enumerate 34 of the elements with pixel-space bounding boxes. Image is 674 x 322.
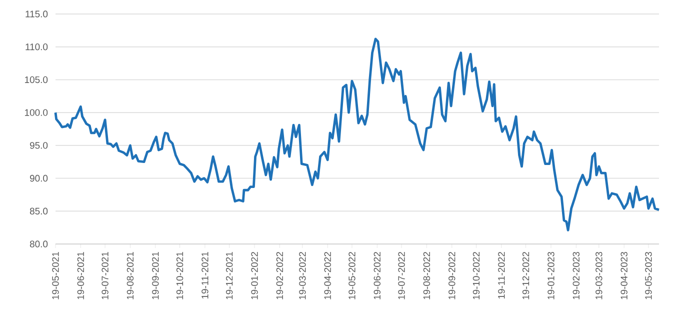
x-tick-label: 19-05-2021 [52,252,59,300]
x-tick-label: 19-03-2022 [299,252,306,300]
x-tick-label: 19-08-2021 [126,252,134,300]
x-tick-label: 19-09-2022 [448,252,456,300]
x-tick-label: 19-11-2022 [498,252,505,299]
x-tick-label: 19-07-2022 [398,252,405,300]
y-tick-label: 80.0 [30,240,48,248]
x-tick-label: 19-10-2021 [176,252,184,300]
x-tick-label: 19-02-2023 [572,252,580,300]
x-tick-label: 19-01-2023 [548,252,554,300]
x-tick-label: 19-05-2022 [348,252,356,300]
y-tick-label: 90.0 [30,174,48,182]
line-series [54,38,660,232]
y-tick-label: 115.0 [26,10,48,18]
y-tick-label: 85.0 [30,208,48,214]
x-tick-label: 19-10-2022 [472,252,480,300]
x-tick-label: 19-08-2022 [423,252,430,300]
y-tick-label: 105.0 [25,76,48,84]
x-tick-label: 19-05-2023 [645,252,652,300]
x-tick-label: 19-01-2022 [251,252,258,300]
x-tick-label: 19-06-2021 [77,252,84,300]
x-tick-label: 19-07-2021 [102,252,108,300]
x-tick-label: 19-02-2022 [276,252,284,300]
y-tick-label: 100.0 [25,109,48,116]
x-tick-label: 19-11-2021 [202,252,208,299]
x-tick-label: 19-04-2022 [324,252,331,300]
x-tick-label: 19-04-2023 [620,252,628,300]
y-tick-label: 110.0 [26,44,48,50]
x-tick-label: 19-09-2021 [152,252,159,300]
x-tick-label: 19-06-2022 [374,252,381,300]
y-tick-label: 95.0 [30,142,48,149]
x-tick-label: 19-12-2021 [226,252,233,300]
x-tick-label: 19-12-2022 [522,252,530,300]
x-tick-label: 19-03-2023 [596,252,602,300]
